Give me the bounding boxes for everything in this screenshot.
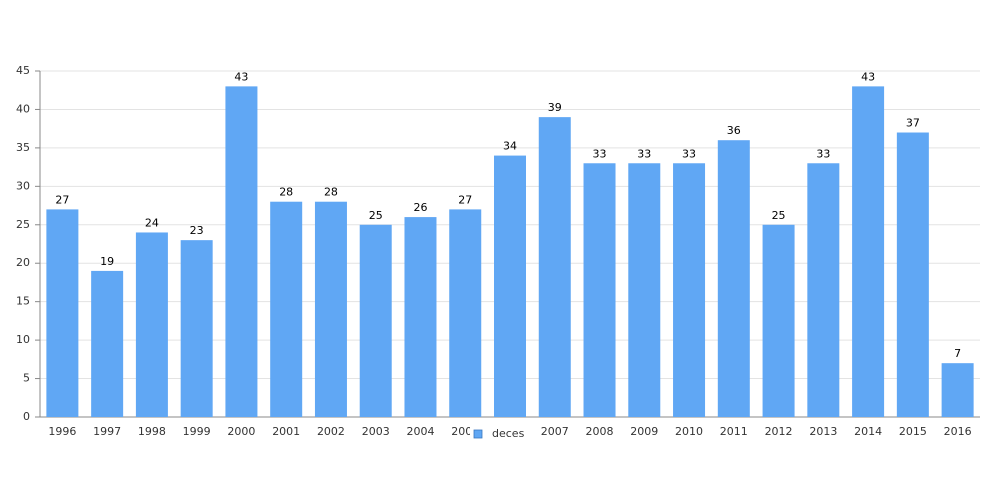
x-tick-label: 2009: [630, 425, 658, 438]
bar: [762, 224, 795, 417]
bar: [717, 140, 750, 417]
legend-swatch: [473, 429, 483, 439]
value-label: 39: [548, 101, 562, 114]
value-label: 34: [503, 140, 517, 153]
value-label: 37: [906, 117, 920, 130]
y-tick-label: 40: [16, 102, 30, 115]
value-label: 33: [637, 147, 651, 160]
bar: [46, 209, 79, 417]
y-tick-label: 30: [16, 179, 30, 192]
value-label: 43: [861, 70, 875, 83]
x-tick-label: 1997: [93, 425, 121, 438]
bar: [583, 163, 616, 417]
x-tick-label: 2001: [272, 425, 300, 438]
bar: [628, 163, 661, 417]
legend-label: deces: [492, 427, 525, 440]
value-label: 23: [190, 224, 204, 237]
value-label: 33: [816, 147, 830, 160]
bar: [314, 201, 347, 417]
value-label: 27: [458, 193, 472, 206]
bar: [135, 232, 168, 417]
value-label: 33: [682, 147, 696, 160]
x-tick-label: 2014: [854, 425, 882, 438]
bar: [896, 132, 929, 417]
x-tick-label: 2004: [406, 425, 434, 438]
x-tick-label: 2013: [809, 425, 837, 438]
x-tick-label: 2007: [541, 425, 569, 438]
bar: [270, 201, 303, 417]
x-tick-label: 2015: [899, 425, 927, 438]
value-label: 28: [279, 186, 293, 199]
bar: [449, 209, 482, 417]
x-tick-label: 2008: [586, 425, 614, 438]
y-tick-label: 10: [16, 333, 30, 346]
x-tick-label: 1999: [183, 425, 211, 438]
legend-bg: [470, 425, 530, 443]
y-tick-label: 5: [23, 372, 30, 385]
value-label: 7: [954, 347, 961, 360]
value-label: 24: [145, 216, 159, 229]
value-label: 25: [772, 209, 786, 222]
x-tick-label: 1996: [48, 425, 76, 438]
bar: [673, 163, 706, 417]
y-tick-label: 0: [23, 410, 30, 423]
value-label: 28: [324, 186, 338, 199]
x-tick-label: 2011: [720, 425, 748, 438]
value-label: 26: [413, 201, 427, 214]
x-tick-label: 2016: [944, 425, 972, 438]
value-label: 36: [727, 124, 741, 137]
bar: [180, 240, 213, 417]
x-tick-label: 2000: [227, 425, 255, 438]
y-tick-label: 35: [16, 141, 30, 154]
y-tick-label: 45: [16, 64, 30, 77]
bar: [538, 117, 571, 417]
value-label: 33: [593, 147, 607, 160]
bar: [494, 155, 526, 418]
bar: [359, 224, 392, 417]
bar: [852, 86, 885, 417]
y-tick-label: 20: [16, 256, 30, 269]
bar: [91, 270, 124, 417]
y-tick-label: 25: [16, 218, 30, 231]
y-tick-label: 15: [16, 295, 30, 308]
bar: [225, 86, 258, 417]
bar: [941, 363, 974, 417]
x-tick-label: 1998: [138, 425, 166, 438]
x-tick-label: 2003: [362, 425, 390, 438]
value-label: 25: [369, 209, 383, 222]
value-label: 27: [55, 193, 69, 206]
x-tick-label: 2010: [675, 425, 703, 438]
x-tick-label: 2002: [317, 425, 345, 438]
x-tick-label: 2012: [765, 425, 793, 438]
bar: [404, 217, 437, 417]
value-label: 19: [100, 255, 114, 268]
bar: [807, 163, 840, 417]
value-label: 43: [234, 70, 248, 83]
